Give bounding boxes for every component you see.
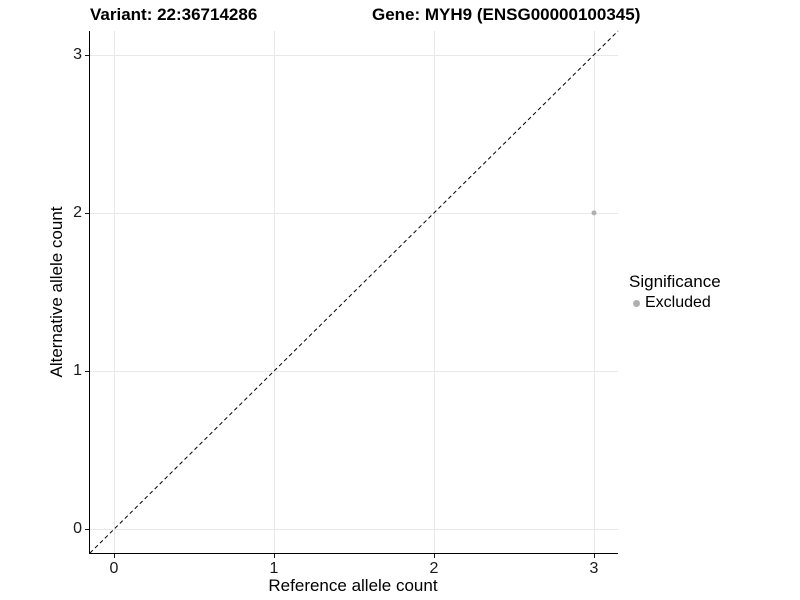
x-gridline xyxy=(274,31,275,553)
plot-title-gene: Gene: MYH9 (ENSG00000100345) xyxy=(372,5,641,24)
plot-layer xyxy=(89,30,619,554)
y-tick-label: 3 xyxy=(73,45,82,63)
plot-title-variant: Variant: 22:36714286 xyxy=(90,5,258,24)
y-tick-mark xyxy=(85,529,89,531)
x-tick-mark xyxy=(594,554,595,558)
y-gridline xyxy=(90,54,618,56)
x-tick-label: 1 xyxy=(269,560,279,577)
y-gridline xyxy=(90,529,618,531)
y-gridline xyxy=(90,371,618,373)
x-gridline xyxy=(594,31,595,553)
legend-swatch xyxy=(633,299,640,307)
x-tick-mark xyxy=(274,554,275,558)
x-axis-title: Reference allele count xyxy=(268,576,438,595)
plot-panel: 0 1 2 3 0 1 2 3 xyxy=(73,30,619,577)
x-tick-label: 0 xyxy=(109,560,119,577)
y-gridline xyxy=(90,212,618,214)
legend-title: Significance xyxy=(629,272,721,291)
y-tick-mark xyxy=(85,371,89,373)
x-gridline xyxy=(434,31,435,553)
x-tick-mark xyxy=(434,554,435,558)
y-tick-label: 0 xyxy=(73,520,82,538)
y-tick-mark xyxy=(85,212,89,214)
identity-reference-line xyxy=(89,30,619,554)
data-point xyxy=(591,210,597,216)
x-gridline xyxy=(114,31,115,553)
y-tick-label: 2 xyxy=(73,203,82,221)
legend: Significance Excluded xyxy=(629,272,721,312)
x-tick-mark xyxy=(114,554,115,558)
y-tick-mark xyxy=(85,54,89,56)
x-tick-label: 3 xyxy=(589,560,599,577)
legend-entry-label: Excluded xyxy=(645,294,711,311)
legend-entry: Excluded xyxy=(629,294,721,312)
x-tick-label: 2 xyxy=(429,560,439,577)
y-axis-title: Alternative allele count xyxy=(47,206,66,378)
y-tick-label: 1 xyxy=(73,362,82,380)
